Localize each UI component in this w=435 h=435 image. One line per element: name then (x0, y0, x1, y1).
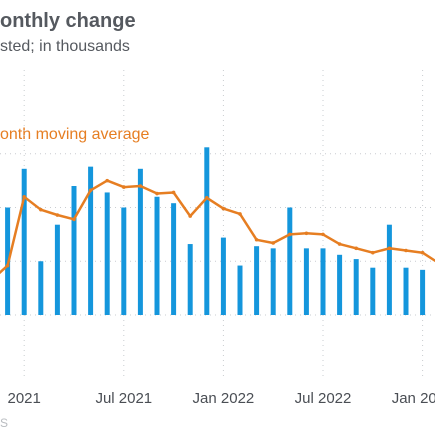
bar (54, 224, 60, 315)
bar (303, 248, 309, 315)
moving-average-point (88, 188, 93, 193)
moving-average-point (155, 191, 159, 196)
bar (337, 254, 343, 315)
bar-series (5, 147, 426, 315)
moving-average-point (138, 184, 143, 188)
moving-average-point (420, 250, 425, 255)
moving-average-point (221, 206, 226, 211)
bar (420, 269, 426, 315)
bar (171, 203, 177, 315)
gridlines (0, 70, 435, 380)
bar (104, 192, 110, 315)
bar (353, 259, 359, 315)
bar (121, 207, 127, 315)
bar (320, 248, 326, 315)
bar (287, 207, 293, 315)
moving-average-point (205, 196, 209, 200)
moving-average-point (188, 214, 192, 218)
bar (38, 261, 44, 315)
moving-average-point (288, 232, 292, 237)
source-note: S (0, 416, 9, 430)
moving-average-point (171, 190, 176, 195)
moving-average-point (387, 246, 392, 251)
moving-average-point (304, 231, 309, 236)
bar (204, 147, 210, 315)
moving-average-point (354, 246, 359, 251)
moving-average-line (0, 179, 435, 275)
bar (88, 166, 94, 315)
bar (386, 224, 392, 315)
chart-title: onthly change (0, 10, 136, 32)
moving-average-point (39, 207, 43, 212)
x-axis-ticks: 2021 Jul 2021 Jan 2022 Jul 2022 Jan 2023 (8, 390, 435, 407)
x-tick-label: 2021 (8, 390, 41, 407)
bar (220, 237, 226, 315)
moving-average-point (72, 217, 76, 222)
moving-average-point (337, 242, 342, 246)
moving-average-point (371, 250, 375, 255)
moving-average-point (122, 185, 126, 189)
moving-average-point (254, 237, 259, 242)
line-series (0, 178, 435, 275)
x-tick-label: Jul 2021 (95, 390, 152, 407)
bar (154, 196, 160, 315)
bar (71, 186, 77, 315)
x-tick-label: Jan 2023 (392, 390, 435, 407)
moving-average-point (55, 213, 60, 217)
moving-average-point (238, 212, 242, 216)
bar (237, 265, 243, 315)
bar (137, 168, 143, 315)
moving-average-point (5, 263, 10, 268)
moving-average-point (105, 178, 109, 183)
moving-average-label: onth moving average (0, 126, 150, 143)
bar (254, 246, 260, 315)
chart-subtitle: sted; in thousands (0, 38, 130, 55)
bar (21, 168, 27, 315)
moving-average-point (321, 232, 325, 237)
bar (370, 267, 376, 315)
bar (187, 244, 193, 315)
moving-average-point (22, 194, 27, 199)
moving-average-point (404, 248, 408, 253)
x-tick-label: Jan 2022 (193, 390, 255, 407)
x-tick-label: Jul 2022 (295, 390, 352, 407)
bar (270, 248, 276, 315)
moving-average-point (271, 241, 276, 245)
bar (403, 267, 409, 315)
